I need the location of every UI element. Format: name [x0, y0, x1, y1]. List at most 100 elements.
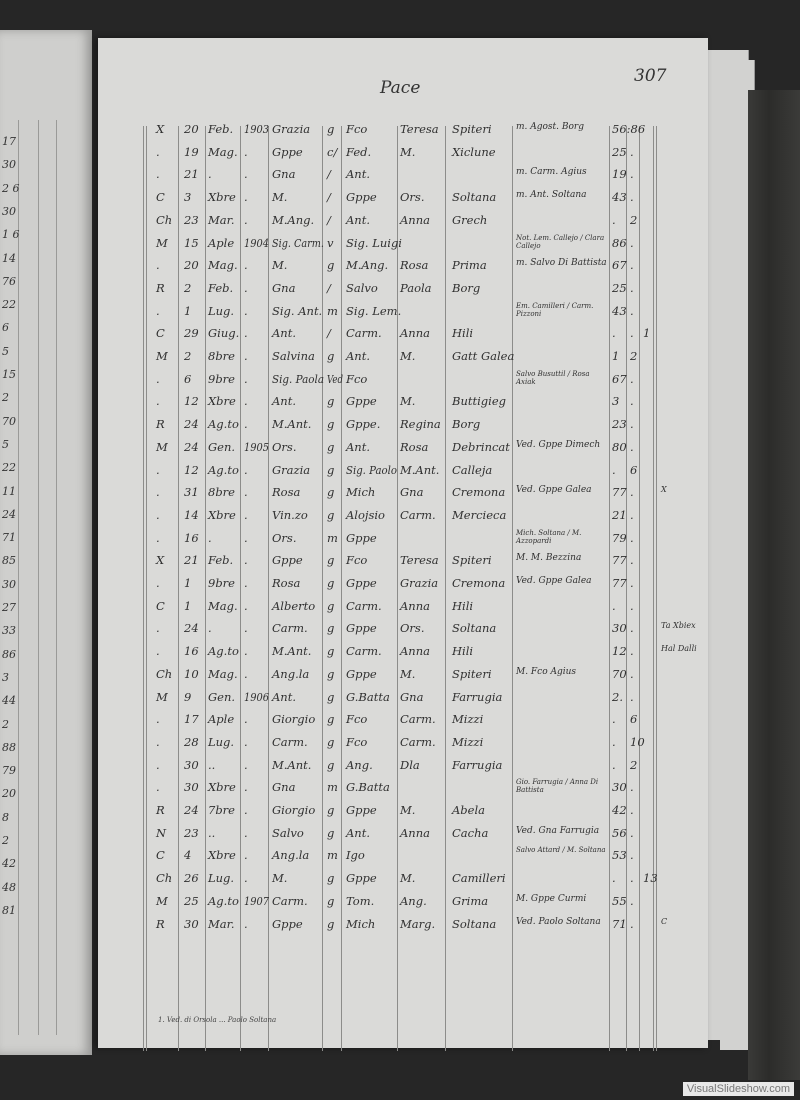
column-rule — [56, 120, 57, 1035]
cell-mark: R — [156, 916, 165, 931]
column-rule — [512, 126, 513, 1051]
cell-father: Ant. — [346, 825, 370, 840]
cell-day: 2 — [184, 280, 192, 295]
cell-month: Giug. — [208, 326, 240, 341]
cell-mark: . — [156, 462, 160, 477]
cell-surname: Farrugia — [452, 757, 503, 772]
cell-month: Lug. — [208, 871, 235, 886]
cell-age: 2. — [612, 689, 623, 704]
cell-age: . — [612, 871, 616, 886]
cell-relation: g — [327, 916, 335, 931]
cell-mother-name: M. — [400, 803, 416, 817]
cell-year: . — [244, 621, 248, 636]
cell-year: . — [244, 326, 248, 341]
cell-mark: . — [156, 734, 160, 749]
cell-surname: Prima — [452, 258, 487, 273]
cell-father: Sig. Paolo — [346, 462, 398, 477]
cell-month: Ag.to — [208, 893, 239, 908]
cell-mark: M — [156, 439, 168, 454]
cell-day: 17 — [184, 712, 199, 727]
cell-age: 67 — [612, 371, 627, 386]
left-page-number: 15 — [2, 368, 16, 381]
cell-father: G.Batta — [346, 689, 390, 704]
cell-age: 43 — [612, 190, 627, 205]
cell-months: . — [630, 893, 634, 908]
cell-father: Ant. — [346, 167, 370, 182]
cell-mother-name: Rosa — [400, 258, 429, 273]
cell-month: Aple — [208, 235, 235, 250]
cell-mark: M — [156, 689, 168, 704]
cell-surname: Camilleri — [452, 871, 506, 886]
cell-relation: m — [327, 848, 338, 863]
cell-surname: Cremona — [452, 485, 506, 500]
cell-relation: m — [327, 303, 338, 318]
cell-age: . — [612, 462, 616, 477]
cell-day: 20 — [184, 122, 199, 136]
cell-name: Carm. — [272, 621, 308, 636]
cell-father: Fco — [346, 712, 368, 727]
cell-months: . — [630, 780, 634, 795]
cell-father: Mich — [346, 916, 376, 931]
cell-mother-name: M. — [400, 144, 416, 159]
cell-year: 1906 — [244, 689, 270, 704]
cell-name: Gna — [272, 780, 296, 795]
cell-day: 16 — [184, 644, 199, 659]
cell-month: Mag. — [208, 598, 238, 613]
cell-year: . — [244, 144, 248, 159]
cell-name: Sig. Ant. — [272, 303, 323, 318]
cell-days: 1 — [643, 326, 651, 341]
cell-age: 21 — [612, 507, 627, 522]
cell-mark: C — [156, 598, 165, 613]
left-page-number: 14 — [2, 251, 16, 265]
cell-months: 6 — [630, 712, 638, 727]
left-page-number: 3 — [2, 670, 9, 684]
cell-name: M.Ant. — [272, 417, 312, 432]
cell-surname: Hili — [452, 598, 474, 613]
cell-relation: / — [327, 280, 331, 295]
left-page-number: 2 — [2, 834, 9, 847]
cell-mother-name: Regina — [400, 417, 441, 432]
cell-age: 77 — [612, 576, 627, 590]
cell-mark: C — [156, 848, 165, 863]
cell-year: . — [244, 712, 248, 727]
cell-day: 12 — [184, 394, 199, 409]
cell-month: Ag.to — [208, 644, 239, 659]
left-page-number: 42 — [2, 857, 16, 871]
cell-relation: g — [327, 553, 335, 568]
left-page-number: 86 — [2, 647, 16, 661]
cell-year: . — [244, 530, 248, 545]
cell-age: . — [612, 734, 616, 749]
left-page-number: 70 — [2, 414, 16, 428]
cell-months: . — [630, 258, 634, 273]
cell-age: . — [612, 598, 616, 613]
cell-month: Feb. — [208, 122, 234, 136]
left-page-number: 22 — [2, 298, 16, 312]
cell-mark: . — [156, 371, 160, 386]
cell-relation: g — [327, 689, 335, 704]
cell-month: Gen. — [208, 689, 236, 704]
cell-father: Gppe — [346, 530, 377, 545]
cell-month: Ag.to — [208, 417, 239, 432]
cell-age: 70 — [612, 666, 627, 681]
cell-spouse-or-witness: M. Gppe Curmi — [516, 893, 587, 904]
cell-mother-name: Ors. — [400, 190, 425, 205]
cell-year: 1907 — [244, 893, 270, 908]
cell-spouse-or-witness: m. Carm. Agius — [516, 167, 587, 178]
cell-year: . — [244, 666, 248, 681]
cell-mark: R — [156, 280, 165, 295]
cell-mark: . — [156, 576, 160, 590]
cell-name: M.Ang. — [272, 212, 315, 227]
cell-months: . — [630, 235, 634, 250]
cell-relation: / — [327, 326, 331, 341]
cell-relation: g — [327, 507, 335, 522]
table-surface — [748, 90, 800, 1080]
cell-name: Salvo — [272, 825, 304, 840]
cell-mark: . — [156, 167, 160, 182]
left-page-number: 5 — [2, 344, 9, 358]
cell-relation: g — [327, 598, 335, 613]
cell-note: C — [661, 916, 668, 926]
cell-year: . — [244, 417, 248, 432]
cell-mother-name: Gna — [400, 485, 424, 500]
cell-months: . — [630, 803, 634, 817]
cell-months: . — [630, 621, 634, 636]
